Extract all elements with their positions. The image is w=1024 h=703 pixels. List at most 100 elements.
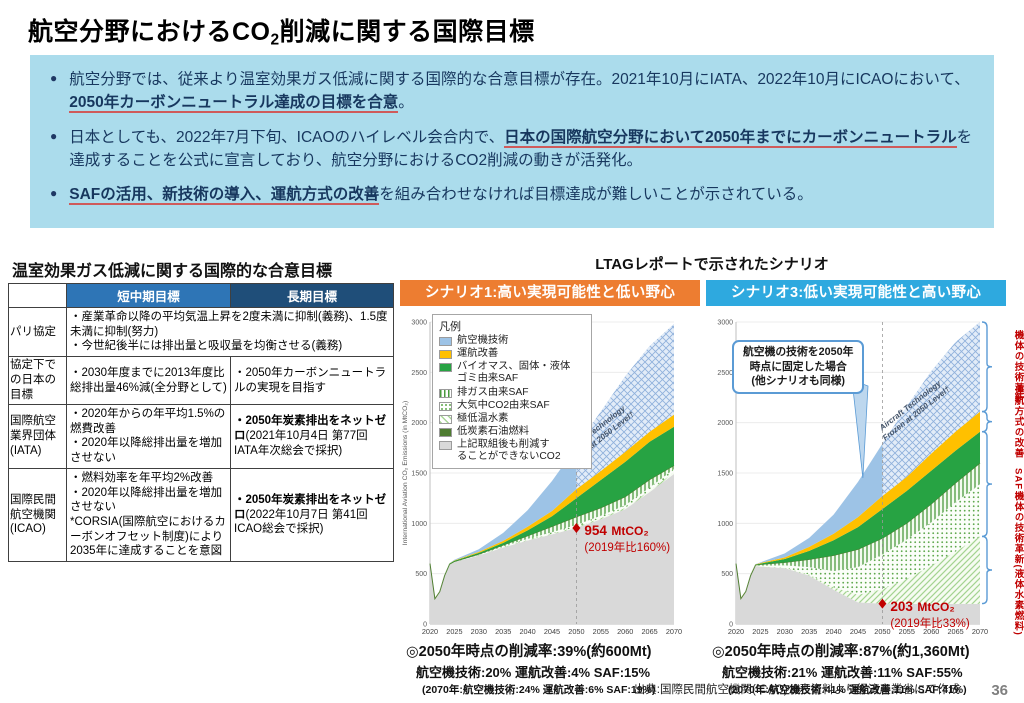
svg-text:2000: 2000 [411, 420, 427, 427]
scenario3-stats: ◎2050年時点の削減率:87%(約1,360Mt) 航空機技術:21% 運航改… [706, 640, 1006, 697]
scenario1-breakdown: 航空機技術:20% 運航改善:4% SAF:15% [416, 665, 651, 680]
table-col-header-blank [8, 283, 67, 308]
table-header: 短中期目標 長期目標 [8, 283, 394, 308]
layer-vstripes [736, 462, 980, 599]
emission-annotation: 954 MtCO₂ (2019年比160%) [584, 522, 671, 554]
svg-text:0: 0 [729, 622, 733, 629]
svg-text:2045: 2045 [544, 627, 560, 636]
svg-text:2000: 2000 [717, 420, 733, 427]
layer-yellow [430, 414, 674, 599]
scenario3-breakdown: 航空機技術:21% 運航改善:11% SAF:55% [722, 665, 963, 680]
svg-text:2035: 2035 [801, 627, 817, 636]
svg-text:500: 500 [415, 571, 427, 578]
page-number: 36 [991, 682, 1008, 699]
table-row: パリ協定 ・産業革命以降の平均気温上昇を2度未満に抑制(義務)、1.5度未満に抑制… [8, 306, 394, 358]
scenario3-chart: 0 500 1000 1500 2000 2500 3000 Aircraft Technol… [706, 306, 1006, 638]
svg-text:2060: 2060 [617, 627, 633, 636]
summary-bullet-text: 航空分野では、従来より温室効果ガス低減に関する国際的な合意目標が存在。2021年… [69, 71, 970, 114]
charts-section: LTAGレポートで示されたシナリオ シナリオ1:高い実現可能性と低い野心 0 50… [400, 253, 1024, 697]
summary-bullet-text: SAFの活用、新技術の導入、運航方式の改善を組み合わせなければ目標達成が難しいこ… [69, 186, 813, 205]
scenario1-chart: 0 500 1000 1500 2000 2500 3000 Aircraft Technol… [400, 306, 700, 638]
svg-text:1000: 1000 [717, 521, 733, 528]
svg-text:1500: 1500 [411, 471, 427, 478]
summary-box: ● 航空分野では、従来より温室効果ガス低減に関する国際的な合意目標が存在。2021… [30, 55, 994, 228]
svg-text:2055: 2055 [899, 627, 915, 636]
page-title: 航空分野におけるCO2削減に関する国際目標 [28, 18, 535, 49]
scenario1-banner: シナリオ1:高い実現可能性と低い野心 [400, 280, 700, 306]
layer-gray [736, 563, 980, 624]
legend-swatch-green [439, 363, 452, 373]
scenario1-reduction-rate: ◎2050年時点の削減率:39%(約600Mt) [406, 644, 652, 660]
svg-text:500: 500 [721, 571, 733, 578]
legend-label: 運航改善 [457, 348, 499, 360]
table-row: 国際民間航空機関 (ICAO) ・燃料効率を年平均2%改善 ・2020年以降総排出… [8, 467, 394, 563]
svg-text:2030: 2030 [777, 627, 793, 636]
svg-text:2070: 2070 [666, 627, 682, 636]
svg-text:2050: 2050 [568, 627, 584, 636]
scenario3-reduction-rate: ◎2050年時点の削減率:87%(約1,360Mt) [712, 644, 970, 660]
table-row: 国際航空業界団体 (IATA) ・2020年からの年平均1.5%の燃費改善 ・20… [8, 403, 394, 469]
charts-section-title: LTAGレポートで示されたシナリオ [595, 256, 829, 273]
scenario3-side-labels: 機体の技術革新 運航方式の改善 SAF 機体の技術革新(液体水素燃料) [1012, 280, 1024, 697]
source-note: 出典:国際民間航空機関(ICAO)公表資料より経済産業省にて作成 [633, 684, 960, 696]
legend-item: 運航改善 [439, 348, 586, 360]
layer-green [430, 426, 674, 599]
frozen-tech-callout: 航空機の技術を2050年 時点に固定した場合 (他シナリオも同様) [732, 340, 865, 394]
scenario3-banner: シナリオ3:低い実現可能性と高い野心 [706, 280, 1006, 306]
summary-bullet-1: ● 航空分野では、従来より温室効果ガス低減に関する国際的な合意目標が存在。2021… [44, 68, 976, 115]
scenario3-breakdown-2070: (2070年:航空機技術:41% 運航改善:11% SAF:41%) [728, 684, 967, 696]
svg-text:2050: 2050 [874, 627, 890, 636]
svg-text:2020: 2020 [728, 627, 744, 636]
summary-bullet-3: ● SAFの活用、新技術の導入、運航方式の改善を組み合わせなければ目標達成が難しい… [44, 183, 976, 206]
layer-diag [736, 536, 980, 604]
svg-text:2500: 2500 [717, 370, 733, 377]
legend-label: バイオマス、固体・液体 ゴミ由来SAF [457, 361, 571, 385]
scenario1-breakdown-2070: (2070年:航空機技術:24% 運航改善:6% SAF:19%) [422, 684, 656, 696]
layer-green [736, 431, 980, 599]
svg-text:3000: 3000 [717, 320, 733, 327]
goal-cell: ・2050年炭素排出をネットゼロ(2022年10月7日 第41回ICAO総会で採… [230, 467, 394, 563]
table-row: 協定下での日本の目標 ・2030年度までに2013年度比総排出量46%減(全分野と… [8, 356, 394, 405]
goal-cell: ・2050年カーボンニュートラルの実現を目指す [230, 356, 394, 405]
title-subscript: 2 [270, 31, 280, 49]
svg-text:1000: 1000 [411, 521, 427, 528]
side-label-1: 機体の技術革新 [1012, 330, 1024, 404]
row-label: 国際航空業界団体 (IATA) [8, 403, 67, 469]
scenario1-stats: ◎2050年時点の削減率:39%(約600Mt) 航空機技術:20% 運航改善:… [400, 640, 700, 697]
legend-item: 上記取組後も削減す ることができないCO2 [439, 439, 586, 463]
legend-label: 低炭素石油燃料 [457, 425, 530, 437]
table-title: 温室効果ガス低減に関する国際的な合意目標 [12, 263, 333, 280]
legend-label: 大気中CO2由来SAF [457, 399, 550, 411]
bullet-icon: ● [50, 186, 58, 200]
svg-text:2055: 2055 [593, 627, 609, 636]
legend-item: 排ガス由来SAF [439, 387, 586, 399]
svg-text:2020: 2020 [422, 627, 438, 636]
chart-legend: 凡例 航空機技術 運航改善 バイオマス、固体・液体 ゴミ由来SAF 排ガス由来SAF 大気… [432, 314, 592, 470]
legend-label: 上記取組後も削減す ることができないCO2 [457, 439, 561, 463]
svg-text:3000: 3000 [411, 320, 427, 327]
row-label: 協定下での日本の目標 [8, 356, 67, 405]
agreement-goals-table: 短中期目標 長期目標 パリ協定 ・産業革命以降の平均気温上昇を2度未満に抑制(義務)… [8, 283, 394, 563]
layer-vstripes [430, 465, 674, 599]
side-label-3: SAF [1012, 468, 1024, 491]
emission-annotation: 203 MtCO₂ (2019年比33%) [890, 598, 970, 630]
svg-text:2030: 2030 [471, 627, 487, 636]
legend-swatch-gray [439, 441, 452, 451]
svg-text:2070: 2070 [972, 627, 988, 636]
svg-text:2060: 2060 [923, 627, 939, 636]
svg-text:2035: 2035 [495, 627, 511, 636]
svg-text:2065: 2065 [947, 627, 963, 636]
scenario3-panel: シナリオ3:低い実現可能性と高い野心 0 500 1000 1500 2000 2500 3… [706, 280, 1006, 697]
legend-swatch-vstripes [439, 388, 452, 398]
table-col-header-1: 短中期目標 [66, 283, 231, 308]
emission-marker [878, 598, 887, 609]
bullet-icon: ● [50, 128, 58, 143]
goal-cell: ・2020年からの年平均1.5%の燃費改善 ・2020年以降総排出量を増加させな… [66, 403, 231, 469]
row-label: パリ協定 [8, 306, 67, 358]
y-axis-label: International Aviation CO₂ Emissions (in… [402, 401, 409, 546]
legend-title: 凡例 [439, 321, 461, 333]
row-label: 国際民間航空機関 (ICAO) [8, 467, 67, 563]
summary-bullet-text: 日本としても、2022年7月下旬、ICAOのハイレベル会合内で、日本の国際航空分… [69, 128, 973, 169]
